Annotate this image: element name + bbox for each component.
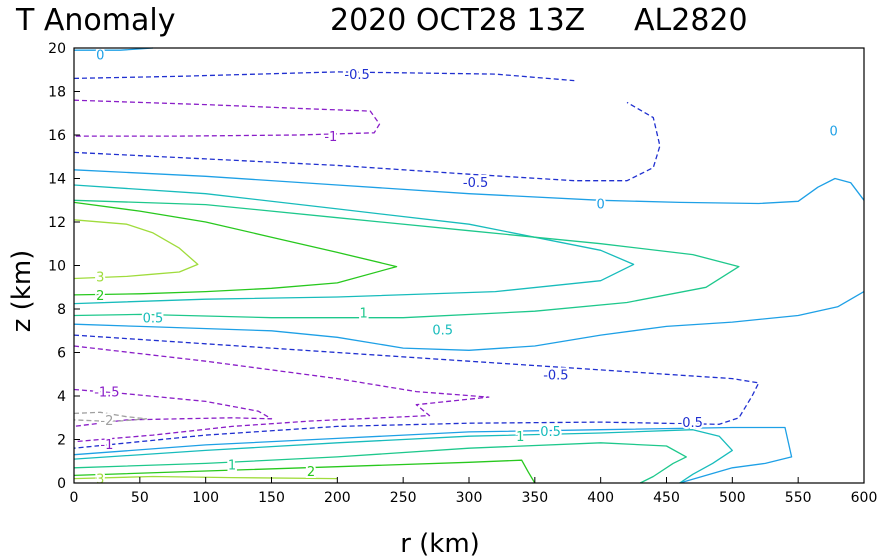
y-tick-label: 0 [57,476,66,492]
contour-line-0-0 [74,47,154,51]
x-tick-label: 200 [324,490,351,506]
contour-label-layer: 0 -0.5 -1 0 -0.5 0 3 2 1 0.5 0.5 -0.5 -1.5 -0.5 -2 0.5 1… [92,47,840,490]
contour-label: -0.5 [543,368,568,383]
contour-label: 0 [597,198,605,213]
x-tick-label: 500 [719,490,746,506]
contour-line-neg2-13 [73,411,148,422]
contour-line-neg0p5-3 [73,101,661,182]
contour-line-2-6 [73,201,398,296]
y-axis-title: z (km) [7,250,37,333]
contour-label: 0 [830,125,838,140]
contour-label: 2 [307,465,315,480]
y-tick-label: 20 [48,41,66,57]
x-tick-label: 600 [851,490,878,506]
x-axis-title: r (km) [400,529,480,559]
contour-line-0-14 [73,426,793,484]
y-tick-label: 12 [48,215,66,231]
x-axis: 0 50 100 150 200 250 300 350 400 450 500 550 600 [70,477,878,506]
x-tick-label: 550 [785,490,812,506]
contour-line-0-4 [73,169,865,205]
contour-line-2-17 [73,459,536,484]
contour-layer [73,47,865,484]
contour-line-1-16 [73,442,687,484]
contour-line-neg1-11 [73,345,490,443]
x-tick-label: 250 [390,490,417,506]
y-tick-label: 2 [57,433,66,449]
contour-line-0p5-15 [73,429,733,484]
contour-label: -0.5 [344,68,369,83]
contour-label: 0.5 [143,312,164,327]
contour-line-neg0p5-1 [73,71,575,82]
y-tick-label: 14 [48,172,66,188]
contour-label: 1 [516,430,524,445]
chart-storm-id: AL2820 [634,3,748,38]
x-tick-label: 300 [456,490,483,506]
y-tick-label: 10 [48,259,66,275]
x-tick-label: 0 [70,490,79,506]
y-tick-label: 16 [48,128,66,144]
chart-title: T Anomaly [15,3,175,38]
y-axis: 0 2 4 6 8 10 12 14 16 18 20 [48,41,80,492]
contour-label: 3 [96,270,104,285]
contour-label: 0.5 [540,425,561,440]
contour-label: 1 [228,459,236,474]
plot-frame [73,47,865,484]
contour-line-neg1-2 [73,99,381,137]
contour-line-3-18 [73,475,338,480]
contour-label: 0.5 [432,324,453,339]
y-tick-label: 4 [57,389,66,405]
contour-label: -2 [100,414,113,429]
contour-label: -0.5 [678,416,703,431]
y-tick-label: 18 [48,85,66,101]
x-tick-label: 400 [587,490,614,506]
x-tick-label: 450 [653,490,680,506]
contour-line-neg0p5-10 [73,334,760,449]
contour-label: -1 [324,130,337,145]
contour-label: 1 [360,306,368,321]
contour-line-0-9 [73,291,865,351]
contour-line-1-8 [73,199,740,319]
contour-label: -1 [100,438,113,453]
contour-label: 2 [96,289,104,304]
x-tick-label: 350 [521,490,548,506]
x-tick-label: 150 [258,490,285,506]
contour-line-3-7 [73,219,199,280]
y-tick-label: 8 [57,302,66,318]
x-tick-label: 100 [192,490,219,506]
x-tick-label: 50 [131,490,149,506]
contour-label: -1.5 [94,386,119,401]
contour-label: 0 [96,49,104,64]
y-tick-label: 6 [57,346,66,362]
contour-label: -0.5 [463,176,488,191]
contour-label: 3 [96,473,104,488]
chart-datetime: 2020 OCT28 13Z [330,3,585,38]
contour-line-0p5-5 [73,184,635,305]
